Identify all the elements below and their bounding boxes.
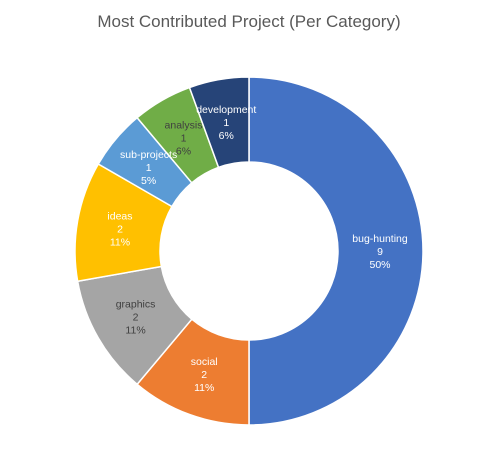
slice-label-graphics: graphics 2 11%: [116, 299, 156, 337]
slice-label-analysis: analysis 1 6%: [165, 120, 203, 158]
slice-label-sub-projects: sub-projects 1 5%: [120, 149, 177, 187]
chart-title: Most Contributed Project (Per Category): [97, 12, 401, 31]
slice-label-ideas: ideas 2 11%: [107, 210, 132, 248]
slice-label-social: social 2 11%: [191, 356, 218, 394]
donut-slices: [74, 76, 424, 426]
slice-label-development: development 1 6%: [196, 104, 256, 142]
slice-labels: bug-hunting 9 50% social 2 11% graphics 2 11% ide…: [107, 104, 407, 394]
slice-label-bug-hunting: bug-hunting 9 50%: [352, 233, 408, 271]
slice-bug-hunting: [248, 76, 424, 426]
slice-development: [188, 76, 250, 169]
